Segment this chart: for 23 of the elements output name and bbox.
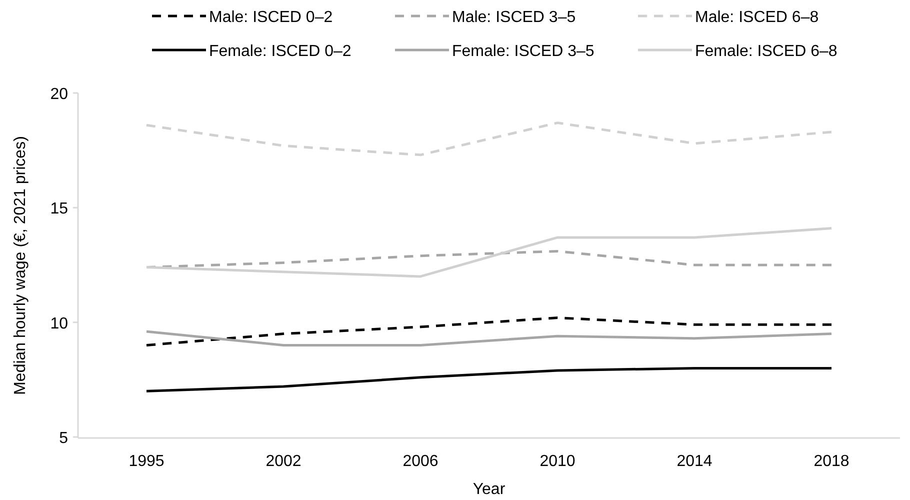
legend-label: Female: ISCED 0–2 bbox=[209, 43, 352, 60]
legend-label: Female: ISCED 6–8 bbox=[695, 43, 838, 60]
legend-label: Male: ISCED 6–8 bbox=[695, 9, 819, 26]
y-tick-label: 15 bbox=[50, 200, 68, 218]
x-axis-title: Year bbox=[472, 481, 506, 498]
x-tick-label: 2018 bbox=[814, 453, 850, 470]
legend-label: Male: ISCED 3–5 bbox=[452, 9, 576, 26]
x-tick-label: 2010 bbox=[540, 453, 576, 470]
line-series bbox=[145, 227, 833, 278]
y-tick-label: 5 bbox=[59, 430, 68, 447]
x-tick-label: 2014 bbox=[676, 453, 712, 470]
y-tick-label: 10 bbox=[50, 315, 68, 332]
legend-label: Female: ISCED 3–5 bbox=[452, 43, 594, 60]
line-series bbox=[145, 316, 833, 347]
x-tick-label: 1995 bbox=[128, 453, 164, 470]
x-tick-label: 2006 bbox=[402, 453, 438, 470]
y-axis-title: Median hourly wage (€, 2021 prices) bbox=[12, 136, 29, 395]
line-series bbox=[145, 122, 833, 156]
x-tick-label: 2002 bbox=[266, 453, 302, 470]
line-series bbox=[145, 330, 833, 347]
y-tick-label: 20 bbox=[50, 86, 68, 103]
line-series bbox=[145, 366, 833, 392]
legend-label: Male: ISCED 0–2 bbox=[209, 9, 333, 26]
